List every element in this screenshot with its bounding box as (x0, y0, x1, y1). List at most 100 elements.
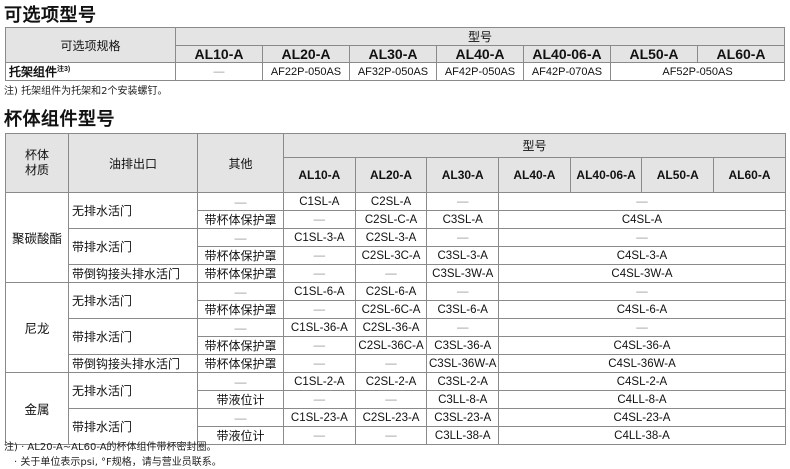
model-column-header: AL40-06-A (523, 45, 611, 63)
table-cell: — (354, 426, 428, 445)
material-cell: 尼龙 (5, 282, 69, 373)
drain-cell: 带排水活门 (68, 318, 198, 355)
table-cell: C2SL-36C-A (354, 336, 428, 355)
material-cell: 聚碳酸酯 (5, 192, 69, 283)
other-cell: — (197, 228, 284, 247)
table-cell: C3LL-8-A (426, 390, 500, 409)
table-cell: — (175, 62, 263, 81)
table-cell: C4LL-8-A (498, 390, 786, 409)
other-cell: 带杯体保护罩 (197, 264, 284, 283)
table-cell: C4SL-2-A (498, 372, 786, 391)
table-cell: — (498, 192, 786, 211)
model-column-header: AL50-A (610, 45, 698, 63)
table-cell: C4SL-36-A (498, 336, 786, 355)
table-cell: C2SL-23-A (354, 408, 428, 427)
table-cell: — (283, 300, 356, 319)
table-cell: C2SL-C-A (354, 210, 428, 229)
table-row: 带倒钩接头排水活门 带杯体保护罩 — — C3SL-36W-A C4SL-36W-A (6, 354, 786, 373)
options-title: 可选项型号 (4, 5, 97, 26)
spec-header: 可选项规格 (5, 27, 176, 63)
bowl-table: 杯体 材质 油排出口 其他 型号 AL10-A AL20-A AL30-A AL40-… (5, 133, 786, 445)
table-cell: C4SL-23-A (498, 408, 786, 427)
table-cell: — (498, 228, 786, 247)
table-cell: — (283, 426, 356, 445)
material-header: 杯体 材质 (5, 133, 69, 193)
model-column-header: AL10-A (175, 45, 263, 63)
table-row: 带排水活门 — C1SL-3-A C2SL-3-A — — (6, 228, 786, 265)
table-cell: C1SL-23-A (283, 408, 356, 427)
table-row: 带液位计 — — C3LL-8-A C4LL-8-A (6, 390, 786, 409)
model-column-header: AL10-A (283, 157, 356, 193)
other-cell: — (197, 282, 284, 301)
table-cell: C1SL-36-A (283, 318, 356, 337)
table-cell: — (354, 354, 428, 373)
table-cell: AF52P-050AS (609, 62, 786, 81)
table-cell: C1SL-6-A (283, 282, 356, 301)
drain-cell: 带排水活门 (68, 408, 198, 445)
table-cell: C4SL-3W-A (498, 264, 786, 283)
other-cell: 带杯体保护罩 (197, 300, 284, 319)
model-header: 型号 (283, 133, 786, 158)
table-cell: AF32P-050AS (349, 62, 437, 81)
model-column-header: AL50-A (641, 157, 715, 193)
options-table: 可选项规格 型号 AL10-A AL20-A AL30-A AL40-A AL40-06… (5, 27, 786, 81)
model-column-header: AL40-A (498, 157, 571, 193)
other-cell: 带杯体保护罩 (197, 354, 284, 373)
table-row: 带排水活门 — C1SL-36-A C2SL-36-A — — (6, 318, 786, 355)
other-cell: — (197, 372, 284, 391)
options-note: 注) 托架组件为托架和2个安装螺钉。 (4, 86, 168, 97)
table-cell: — (283, 246, 356, 265)
table-cell: — (426, 192, 500, 211)
table-row: 带液位计 — — C3LL-38-A C4LL-38-A (6, 426, 786, 445)
table-cell: — (498, 318, 786, 337)
other-cell: — (197, 192, 284, 211)
table-cell: C2SL-36-A (354, 318, 428, 337)
bowl-note-2: · 关于单位表示psi, °F规格，请与营业员联系。 (14, 457, 222, 468)
table-cell: C2SL-6-A (354, 282, 428, 301)
other-cell: — (197, 318, 284, 337)
table-cell: C1SL-A (283, 192, 356, 211)
drain-cell: 带倒钩接头排水活门 (68, 264, 198, 283)
table-cell: — (354, 264, 428, 283)
table-cell: — (354, 390, 428, 409)
table-cell: C3SL-3-A (426, 246, 500, 265)
model-column-header: AL20-A (262, 45, 350, 63)
other-cell: 带液位计 (197, 426, 284, 445)
table-cell: — (283, 390, 356, 409)
table-cell: — (426, 282, 500, 301)
material-cell: 金属 (5, 372, 69, 445)
table-cell: C2SL-A (354, 192, 428, 211)
table-cell: AF22P-050AS (262, 62, 350, 81)
other-cell: 带杯体保护罩 (197, 246, 284, 265)
table-cell: C4SL-6-A (498, 300, 786, 319)
table-row: 带倒钩接头排水活门 带杯体保护罩 — — C3SL-3W-A C4SL-3W-A (6, 264, 786, 283)
model-column-header: AL60-A (696, 45, 786, 63)
table-cell: — (498, 282, 786, 301)
drain-cell: 带排水活门 (68, 228, 198, 265)
model-column-header: AL30-A (349, 45, 437, 63)
table-cell: C1SL-2-A (283, 372, 356, 391)
table-cell: C4SL-36W-A (498, 354, 786, 373)
drain-cell: 带倒钩接头排水活门 (68, 354, 198, 373)
table-row: 聚碳酸酯 无排水活门 — C1SL-A C2SL-A — — (5, 192, 786, 283)
table-cell: C3SL-23-A (426, 408, 500, 427)
model-column-header: AL30-A (426, 157, 500, 193)
table-cell: C1SL-3-A (283, 228, 356, 247)
table-row: 尼龙 无排水活门 — C1SL-6-A C2SL-6-A — — (5, 282, 786, 373)
table-cell: C4LL-38-A (498, 426, 786, 445)
table-cell: — (283, 210, 356, 229)
model-column-header: AL60-A (713, 157, 786, 193)
model-column-header: AL40-06-A (569, 157, 643, 193)
table-cell: — (283, 264, 356, 283)
other-cell: — (197, 408, 284, 427)
table-cell: C4SL-3-A (498, 246, 786, 265)
table-cell: C4SL-A (498, 210, 786, 229)
bracket-note-ref: 注3) (57, 66, 71, 73)
table-row: 金属 无排水活门 — C1SL-2-A C2SL-2-A C3SL-2-A C4SL-2-A (5, 372, 786, 445)
drain-cell: 无排水活门 (68, 192, 198, 229)
bracket-label-text: 托架组件 (9, 65, 58, 79)
table-cell: C2SL-3C-A (354, 246, 428, 265)
table-cell: C2SL-6C-A (354, 300, 428, 319)
other-cell: 带杯体保护罩 (197, 210, 284, 229)
table-row: 带排水活门 — C1SL-23-A C2SL-23-A C3SL-23-A C4SL-23… (6, 408, 786, 445)
